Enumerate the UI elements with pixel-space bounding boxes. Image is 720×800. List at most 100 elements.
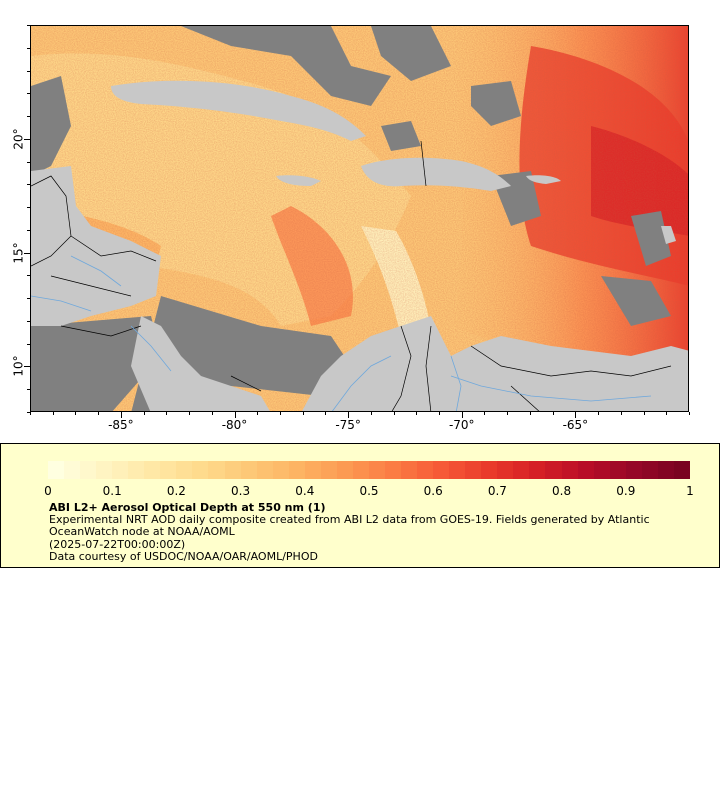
x-minor-tick	[393, 412, 395, 415]
colorbar-swatch	[176, 461, 193, 479]
x-tick-label: -80°	[221, 418, 248, 432]
colorbar-label: 0.6	[423, 484, 443, 498]
colorbar-swatch	[497, 461, 514, 479]
colorbar-swatch	[304, 461, 321, 479]
colorbar-swatch	[657, 461, 674, 479]
colorbar-swatch	[256, 461, 273, 479]
y-minor-tick	[27, 116, 30, 118]
colorbar-swatch	[288, 461, 305, 479]
y-minor-tick	[27, 320, 30, 322]
x-minor-tick	[529, 412, 531, 415]
colorbar-swatch	[368, 461, 385, 479]
land-masses	[31, 80, 688, 411]
x-tick	[120, 412, 122, 418]
x-tick-label: -70°	[448, 418, 475, 432]
x-minor-tick	[552, 412, 554, 415]
country-borders	[31, 140, 672, 411]
colorbar-label: 0.5	[359, 484, 379, 498]
y-minor-tick	[27, 412, 30, 413]
colorbar-swatch	[112, 461, 129, 479]
x-minor-tick	[484, 412, 486, 415]
colorbar-swatch	[144, 461, 161, 479]
x-minor-tick	[98, 412, 100, 415]
x-minor-tick	[189, 412, 191, 415]
y-minor-tick	[27, 252, 30, 254]
colorbar-swatch	[641, 461, 658, 479]
colorbar-swatch	[224, 461, 241, 479]
colorbar-swatch	[336, 461, 353, 479]
colorbar-swatch	[352, 461, 369, 479]
y-minor-tick	[27, 298, 30, 300]
x-minor-tick	[234, 412, 236, 415]
land-central-america	[31, 166, 161, 326]
x-tick	[234, 412, 236, 418]
colorbar-label: 0.1	[102, 484, 122, 498]
land-cuba	[111, 80, 366, 141]
x-minor-tick	[302, 412, 304, 415]
x-minor-tick	[416, 412, 418, 415]
legend-title: ABI L2+ Aerosol Optical Depth at 550 nm …	[49, 501, 326, 514]
legend-description: Experimental NRT AOD daily composite cre…	[49, 513, 650, 538]
x-minor-tick	[507, 412, 509, 415]
y-minor-tick	[27, 184, 30, 186]
y-minor-tick	[27, 138, 30, 140]
colorbar-swatch	[577, 461, 594, 479]
colorbar-swatch	[208, 461, 225, 479]
no-data-patches	[31, 26, 671, 411]
land-lesser-antilles	[661, 226, 676, 244]
x-minor-tick	[598, 412, 600, 415]
x-minor-tick	[325, 412, 327, 415]
colorbar-swatch	[192, 461, 209, 479]
colorbar-swatch	[513, 461, 530, 479]
colorbar-swatch	[160, 461, 177, 479]
y-minor-tick	[27, 47, 30, 49]
colorbar-label: 0.2	[166, 484, 186, 498]
y-tick-label: 15°	[11, 242, 26, 264]
x-tick-label: -65°	[562, 418, 589, 432]
x-minor-tick	[370, 412, 372, 415]
colorbar-label: 0	[44, 484, 52, 498]
colorbar-swatch	[545, 461, 562, 479]
x-tick	[461, 412, 463, 418]
x-tick-label: -75°	[335, 418, 361, 432]
colorbar	[48, 461, 690, 479]
colorbar-swatch	[401, 461, 418, 479]
colorbar-label: 0.8	[552, 484, 572, 498]
colorbar-swatch	[625, 461, 642, 479]
colorbar-swatch	[128, 461, 145, 479]
x-minor-tick	[257, 412, 259, 415]
land-jamaica	[276, 175, 321, 186]
land-puerto-rico	[526, 175, 561, 184]
legend-date: (2025-07-22T00:00:00Z)	[49, 538, 186, 551]
x-minor-tick	[620, 412, 622, 415]
y-tick-label: 10°	[11, 355, 26, 378]
x-minor-tick	[348, 412, 350, 415]
colorbar-swatch	[240, 461, 257, 479]
x-tick	[348, 412, 350, 418]
legend-panel: 0 0.1 0.2 0.3 0.4 0.5 0.6 0.7 0.8 0.9 1 ABI L2+ Ae…	[0, 443, 720, 568]
land-hispaniola	[361, 157, 511, 191]
x-minor-tick	[75, 412, 77, 415]
land-central-america-south	[131, 316, 270, 411]
colorbar-swatch	[417, 461, 434, 479]
colorbar-swatch	[320, 461, 337, 479]
colorbar-swatch	[561, 461, 578, 479]
y-minor-tick	[27, 275, 30, 277]
y-minor-tick	[27, 70, 30, 72]
x-minor-tick	[666, 412, 668, 415]
y-minor-tick	[27, 229, 30, 231]
map-panel[interactable]	[30, 25, 689, 412]
x-minor-tick	[52, 412, 54, 415]
x-minor-tick	[689, 412, 690, 415]
colorbar-label: 0.3	[231, 484, 251, 498]
colorbar-swatch	[48, 461, 65, 479]
colorbar-swatch	[529, 461, 546, 479]
x-minor-tick	[143, 412, 145, 415]
colorbar-swatch	[481, 461, 498, 479]
y-minor-tick	[27, 207, 30, 209]
y-minor-tick	[27, 343, 30, 345]
colorbar-swatch	[384, 461, 402, 479]
x-minor-tick	[461, 412, 463, 415]
colorbar-swatch	[80, 461, 97, 479]
y-minor-tick	[27, 93, 30, 95]
